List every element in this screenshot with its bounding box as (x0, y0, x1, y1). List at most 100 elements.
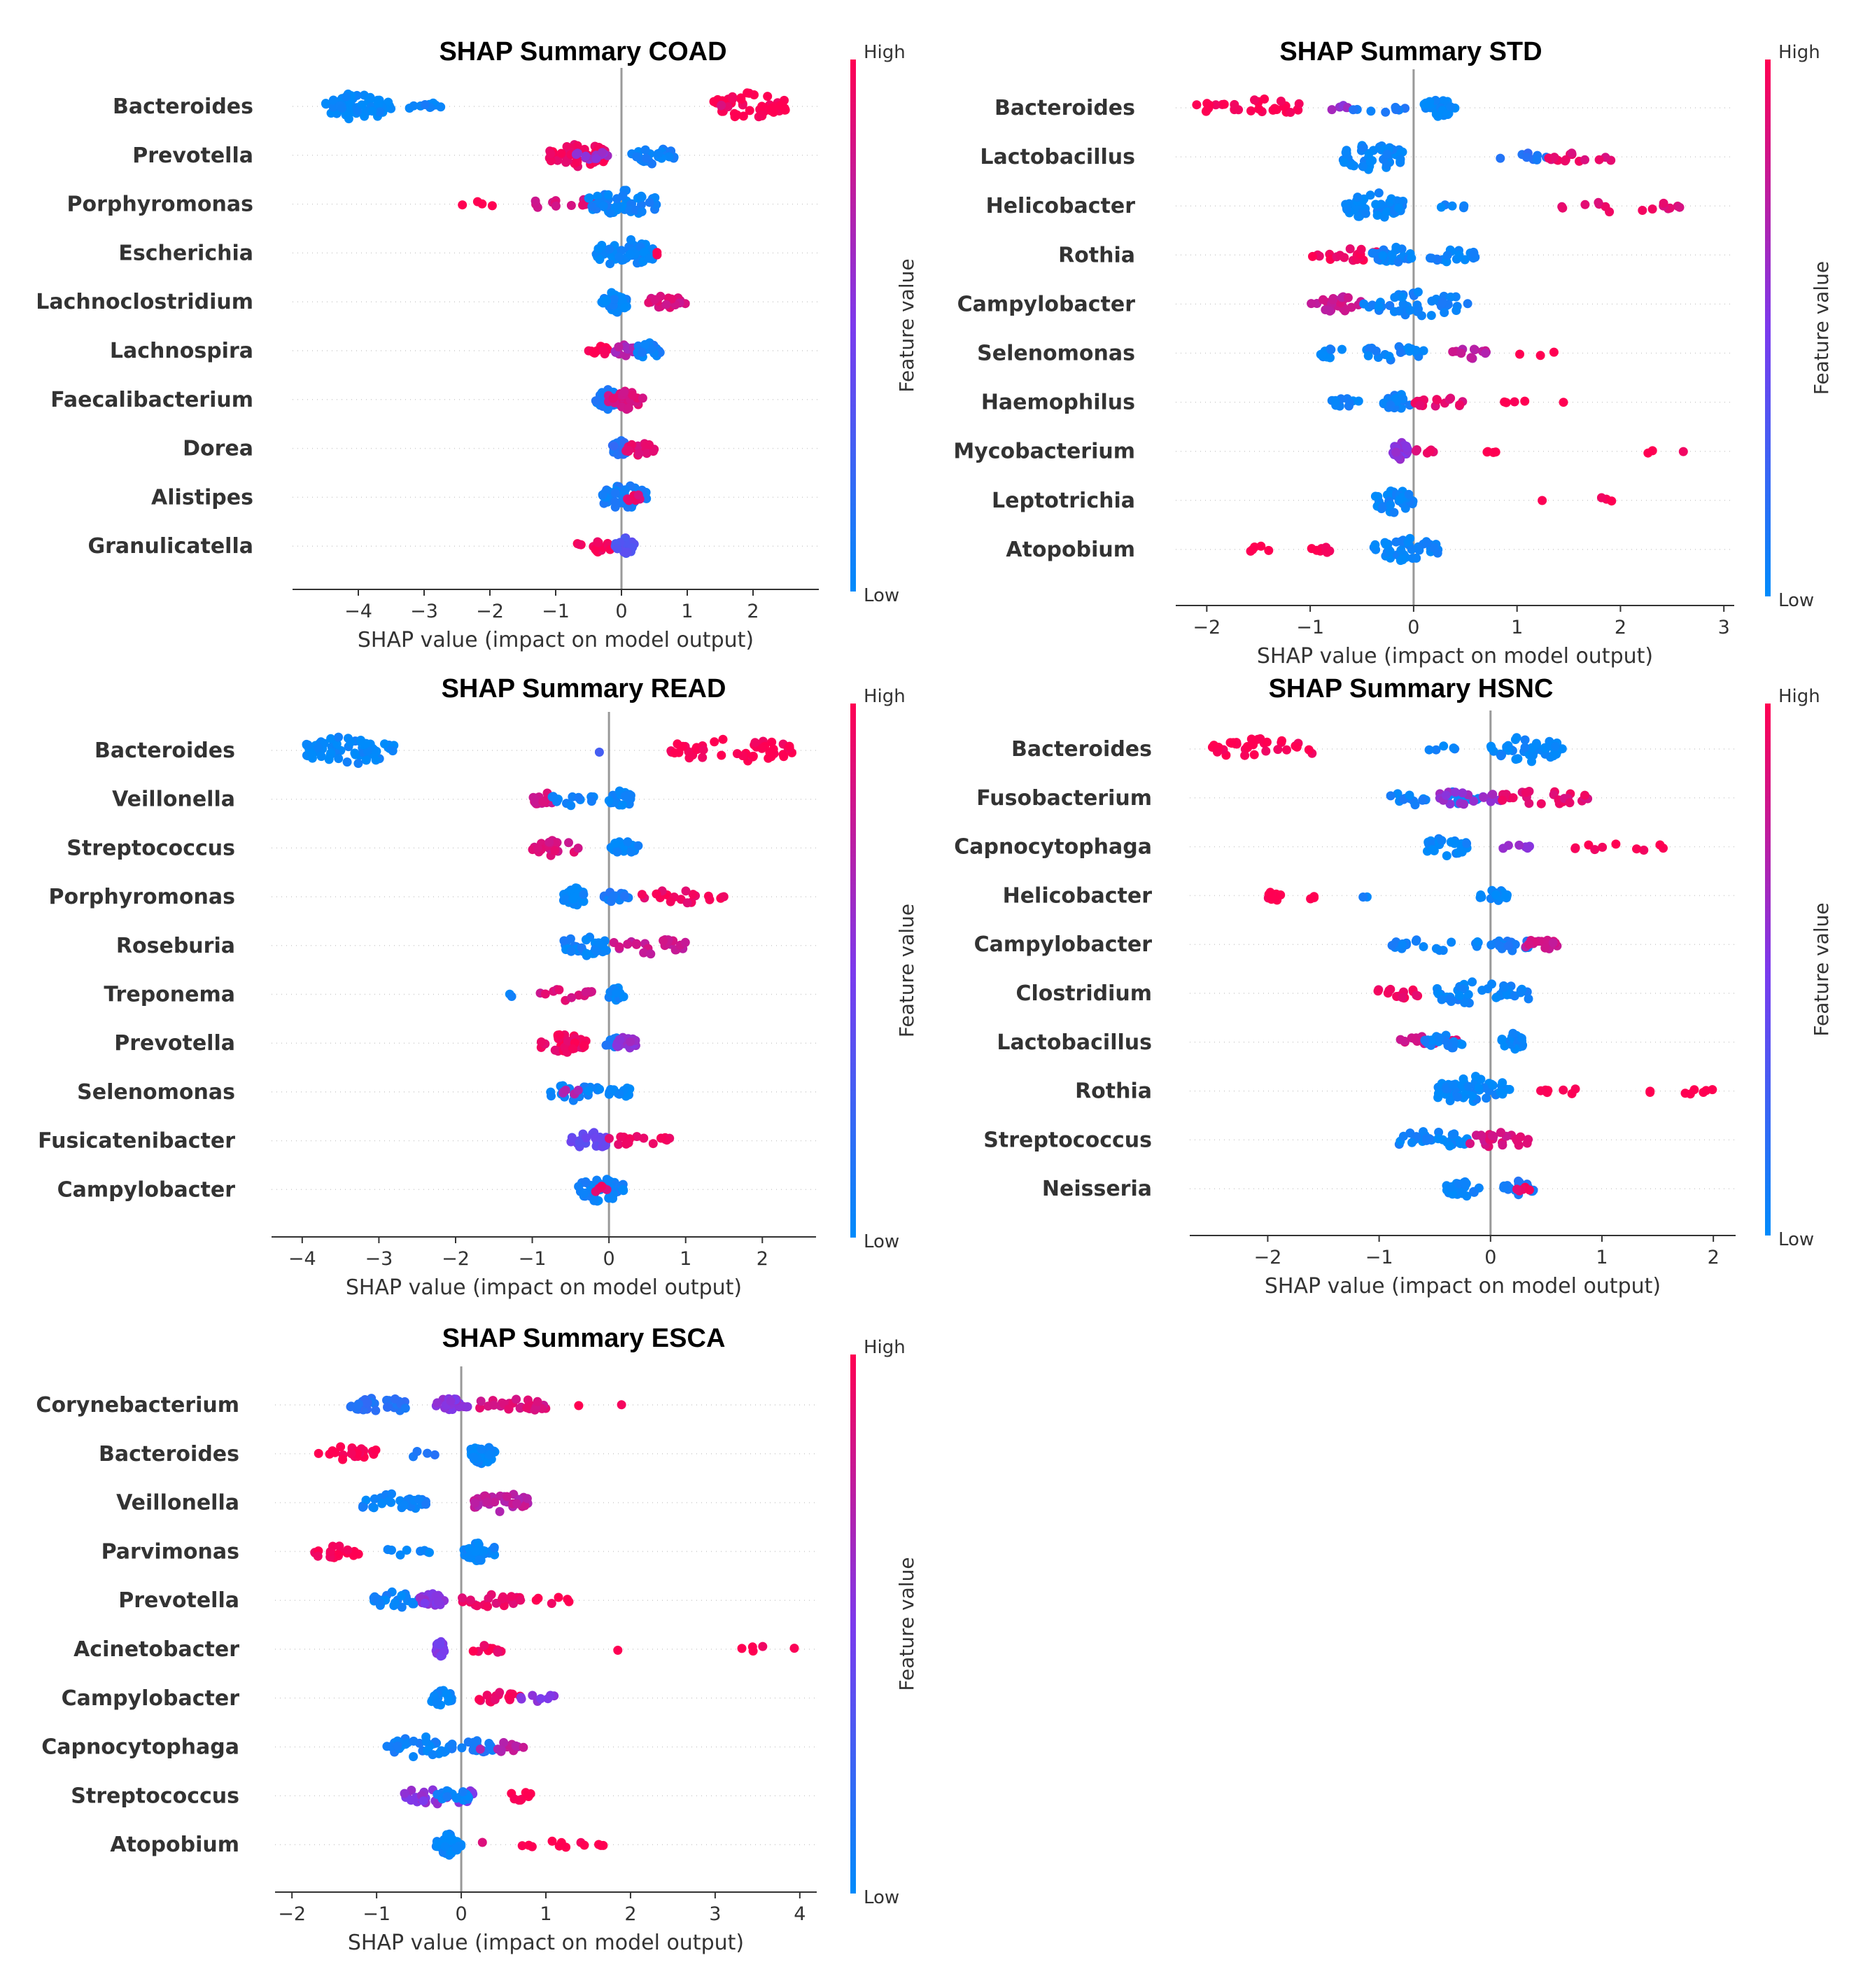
shap-point (582, 1133, 591, 1142)
shap-point (547, 1599, 556, 1609)
shap-point (1491, 447, 1500, 457)
shap-point (550, 846, 560, 855)
shap-point (334, 732, 344, 742)
shap-point (440, 1842, 450, 1851)
feature-label: Alistipes (151, 485, 253, 510)
shap-point (1378, 251, 1388, 260)
x-tick-label: 2 (1708, 1247, 1720, 1268)
shap-point (1424, 745, 1434, 755)
shap-point (1549, 347, 1559, 357)
feature-label: Helicobacter (986, 194, 1136, 218)
shap-point (1416, 311, 1426, 321)
shap-point (1510, 397, 1519, 407)
shap-point (490, 1497, 500, 1507)
colorbar (1765, 704, 1771, 1236)
shap-point (361, 1495, 371, 1505)
shap-point (1471, 1072, 1480, 1082)
shap-point (634, 449, 644, 458)
shap-point (1456, 349, 1466, 358)
shap-point (489, 1400, 499, 1410)
shap-point (384, 1496, 394, 1506)
shap-point (1361, 209, 1370, 218)
x-tick-label: −2 (1193, 617, 1221, 638)
shap-point (516, 1694, 526, 1704)
shap-point (402, 1546, 412, 1555)
shap-point (363, 1398, 372, 1408)
shap-point (586, 797, 596, 806)
shap-point (1445, 799, 1455, 808)
shap-point (574, 1182, 584, 1191)
shap-point (568, 1133, 577, 1143)
shap-point (1335, 251, 1345, 260)
shap-point (499, 1737, 509, 1747)
shap-point (303, 740, 313, 750)
shap-point (1319, 295, 1328, 304)
feature-label: Streptococcus (66, 836, 235, 860)
shap-point (600, 1140, 610, 1150)
shap-point (1309, 892, 1319, 902)
shap-point (757, 743, 767, 753)
shap-point (1549, 153, 1559, 162)
shap-point (1358, 143, 1368, 153)
shap-point (490, 1695, 500, 1704)
shap-point (1443, 1041, 1453, 1051)
feature-label: Campylobacter (957, 292, 1136, 316)
shap-point (633, 841, 643, 850)
shap-point (1429, 543, 1439, 552)
shap-point (1469, 797, 1479, 806)
shap-point (1307, 544, 1316, 554)
shap-point (1454, 251, 1464, 260)
shap-point (598, 201, 608, 211)
shap-point (554, 1841, 564, 1851)
shap-point (377, 1499, 387, 1508)
shap-point (1368, 248, 1377, 258)
shap-point (547, 1836, 557, 1846)
shap-point (409, 1752, 419, 1761)
shap-point (1405, 790, 1414, 800)
shap-point (433, 1597, 443, 1606)
x-tick-label: −2 (476, 601, 504, 622)
shap-point (1398, 555, 1407, 565)
shap-point (1445, 1141, 1454, 1151)
shap-point (568, 894, 578, 904)
shap-point (1419, 1127, 1428, 1137)
shap-point (1387, 250, 1397, 260)
shap-point (591, 545, 600, 554)
shap-point (538, 797, 548, 807)
shap-point (661, 300, 671, 309)
shap-point (1391, 102, 1400, 112)
shap-point (1449, 1129, 1459, 1139)
shap-point (626, 847, 636, 857)
shap-panel-1: SHAP Summary STD Bacteroides Lactobacillus… (953, 37, 1833, 668)
shap-point (472, 1737, 481, 1747)
shap-point (463, 1402, 472, 1412)
shap-point (584, 1086, 593, 1096)
shap-point (1505, 1084, 1514, 1094)
shap-point (442, 1830, 451, 1840)
shap-point (619, 303, 629, 313)
shap-point (358, 1502, 367, 1512)
shap-point (1520, 735, 1530, 745)
shap-point (698, 752, 708, 762)
shap-point (1405, 346, 1414, 356)
shap-point (430, 1450, 440, 1460)
shap-point (447, 1740, 457, 1749)
feature-label: Mycobacterium (953, 440, 1135, 464)
shap-point (342, 757, 352, 767)
x-tick-label: −4 (344, 601, 372, 622)
shap-point (1262, 737, 1272, 747)
shap-point (1330, 396, 1340, 405)
shap-point (623, 837, 633, 847)
shap-point (767, 737, 777, 747)
shap-point (1675, 202, 1685, 212)
shap-point (571, 150, 581, 159)
shap-point (1468, 1091, 1477, 1100)
shap-point (1372, 211, 1382, 220)
shap-point (1292, 742, 1302, 752)
shap-point (1410, 1035, 1420, 1044)
x-axis-label: SHAP value (impact on model output) (348, 1931, 744, 1955)
shap-point (785, 741, 794, 751)
shap-point (1386, 500, 1396, 510)
shap-point (554, 985, 564, 995)
